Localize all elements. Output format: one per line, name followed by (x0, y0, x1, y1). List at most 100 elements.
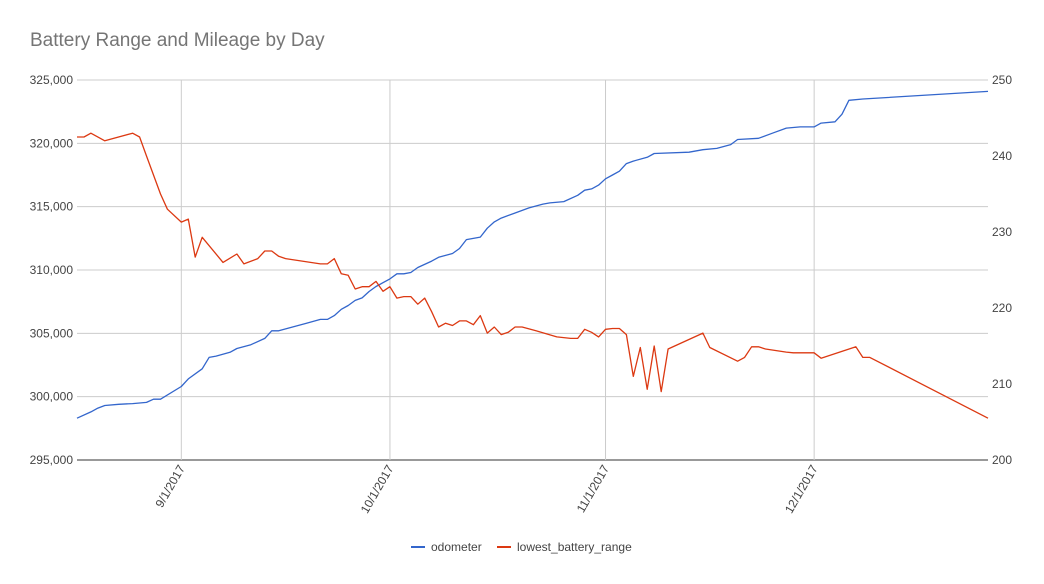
data-point-odometer (820, 122, 823, 125)
data-point-lowest_battery_range (555, 335, 558, 338)
data-point-lowest_battery_range (632, 375, 635, 378)
data-point-odometer (590, 187, 593, 190)
data-point-lowest_battery_range (180, 221, 183, 224)
data-point-lowest_battery_range (569, 337, 572, 340)
data-point-odometer (771, 132, 774, 135)
data-point-odometer (402, 272, 405, 275)
data-point-odometer (89, 410, 92, 413)
axis-labels: 295,000 300,000 305,000 310,000 315,000 320,0… (30, 73, 1013, 516)
data-point-odometer (347, 304, 350, 307)
data-point-lowest_battery_range (472, 323, 475, 326)
data-point-lowest_battery_range (256, 257, 259, 260)
data-point-odometer (395, 272, 398, 275)
data-point-odometer (131, 402, 134, 405)
data-point-odometer (361, 296, 364, 299)
data-point-lowest_battery_range (583, 328, 586, 331)
data-point-lowest_battery_range (785, 351, 788, 354)
data-point-lowest_battery_range (451, 324, 454, 327)
data-point-lowest_battery_range (708, 346, 711, 349)
data-point-lowest_battery_range (83, 136, 86, 139)
data-point-odometer (96, 407, 99, 410)
data-point-lowest_battery_range (653, 345, 656, 348)
data-point-lowest_battery_range (76, 136, 79, 139)
data-point-odometer (333, 314, 336, 317)
data-point-lowest_battery_range (521, 326, 524, 329)
data-point-lowest_battery_range (820, 357, 823, 360)
data-point-odometer (388, 277, 391, 280)
data-point-lowest_battery_range (382, 290, 385, 293)
y-left-tick-label: 300,000 (30, 390, 74, 404)
data-point-odometer (548, 201, 551, 204)
data-point-odometer (277, 329, 280, 332)
data-point-lowest_battery_range (660, 390, 663, 393)
data-point-odometer (103, 404, 106, 407)
data-point-lowest_battery_range (736, 360, 739, 363)
data-point-odometer (354, 299, 357, 302)
legend: odometer lowest_battery_range (411, 540, 632, 554)
data-point-lowest_battery_range (409, 295, 412, 298)
data-point-lowest_battery_range (354, 288, 357, 291)
data-point-odometer (604, 177, 607, 180)
data-point-odometer (632, 160, 635, 163)
data-point-odometer (291, 326, 294, 329)
data-point-odometer (180, 385, 183, 388)
data-point-odometer (229, 351, 232, 354)
data-point-lowest_battery_range (444, 322, 447, 325)
data-point-lowest_battery_range (277, 255, 280, 258)
data-point-odometer (736, 138, 739, 141)
data-point-odometer (208, 356, 211, 359)
data-point-lowest_battery_range (333, 257, 336, 260)
data-point-odometer (847, 99, 850, 102)
y-left-tick-label: 315,000 (30, 200, 74, 214)
data-point-odometer (235, 347, 238, 350)
data-point-odometer (416, 266, 419, 269)
y-right-tick-label: 230 (992, 225, 1012, 239)
data-point-lowest_battery_range (639, 346, 642, 349)
data-point-lowest_battery_range (423, 297, 426, 300)
data-point-lowest_battery_range (458, 319, 461, 322)
legend-label-lowest_battery_range: lowest_battery_range (517, 540, 632, 554)
data-point-odometer (305, 322, 308, 325)
data-point-lowest_battery_range (868, 356, 871, 359)
data-point-lowest_battery_range (187, 218, 190, 221)
data-point-odometer (486, 227, 489, 230)
data-point-lowest_battery_range (89, 132, 92, 135)
data-point-lowest_battery_range (757, 345, 760, 348)
y-left-tick-label: 310,000 (30, 263, 74, 277)
data-point-odometer (465, 238, 468, 241)
data-point-odometer (597, 184, 600, 187)
data-point-lowest_battery_range (792, 351, 795, 354)
data-point-odometer (757, 137, 760, 140)
y-left-tick-label: 325,000 (30, 73, 74, 87)
data-point-odometer (688, 151, 691, 154)
data-point-odometer (701, 148, 704, 151)
data-point-odometer (76, 417, 79, 420)
data-point-odometer (430, 260, 433, 263)
data-point-lowest_battery_range (326, 262, 329, 265)
data-point-odometer (562, 200, 565, 203)
data-point-lowest_battery_range (987, 417, 990, 420)
data-point-odometer (215, 355, 218, 358)
x-tick-label: 9/1/2017 (152, 462, 188, 510)
data-point-lowest_battery_range (701, 332, 704, 335)
data-point-lowest_battery_range (263, 250, 266, 253)
data-point-odometer (541, 203, 544, 206)
x-tick-label: 12/1/2017 (782, 462, 821, 516)
data-point-lowest_battery_range (138, 136, 141, 139)
data-point-odometer (653, 152, 656, 155)
data-point-lowest_battery_range (500, 333, 503, 336)
data-point-odometer (451, 252, 454, 255)
data-point-odometer (249, 343, 252, 346)
series-layer (76, 90, 990, 420)
data-point-lowest_battery_range (597, 335, 600, 338)
data-point-odometer (646, 156, 649, 159)
grid-layer (77, 79, 988, 461)
data-point-odometer (375, 285, 378, 288)
series-line-lowest_battery_range (77, 132, 989, 419)
y-left-tick-label: 295,000 (30, 453, 74, 467)
data-point-lowest_battery_range (861, 356, 864, 359)
data-point-odometer (715, 147, 718, 150)
data-point-odometer (152, 398, 155, 401)
y-right-tick-label: 240 (992, 149, 1012, 163)
